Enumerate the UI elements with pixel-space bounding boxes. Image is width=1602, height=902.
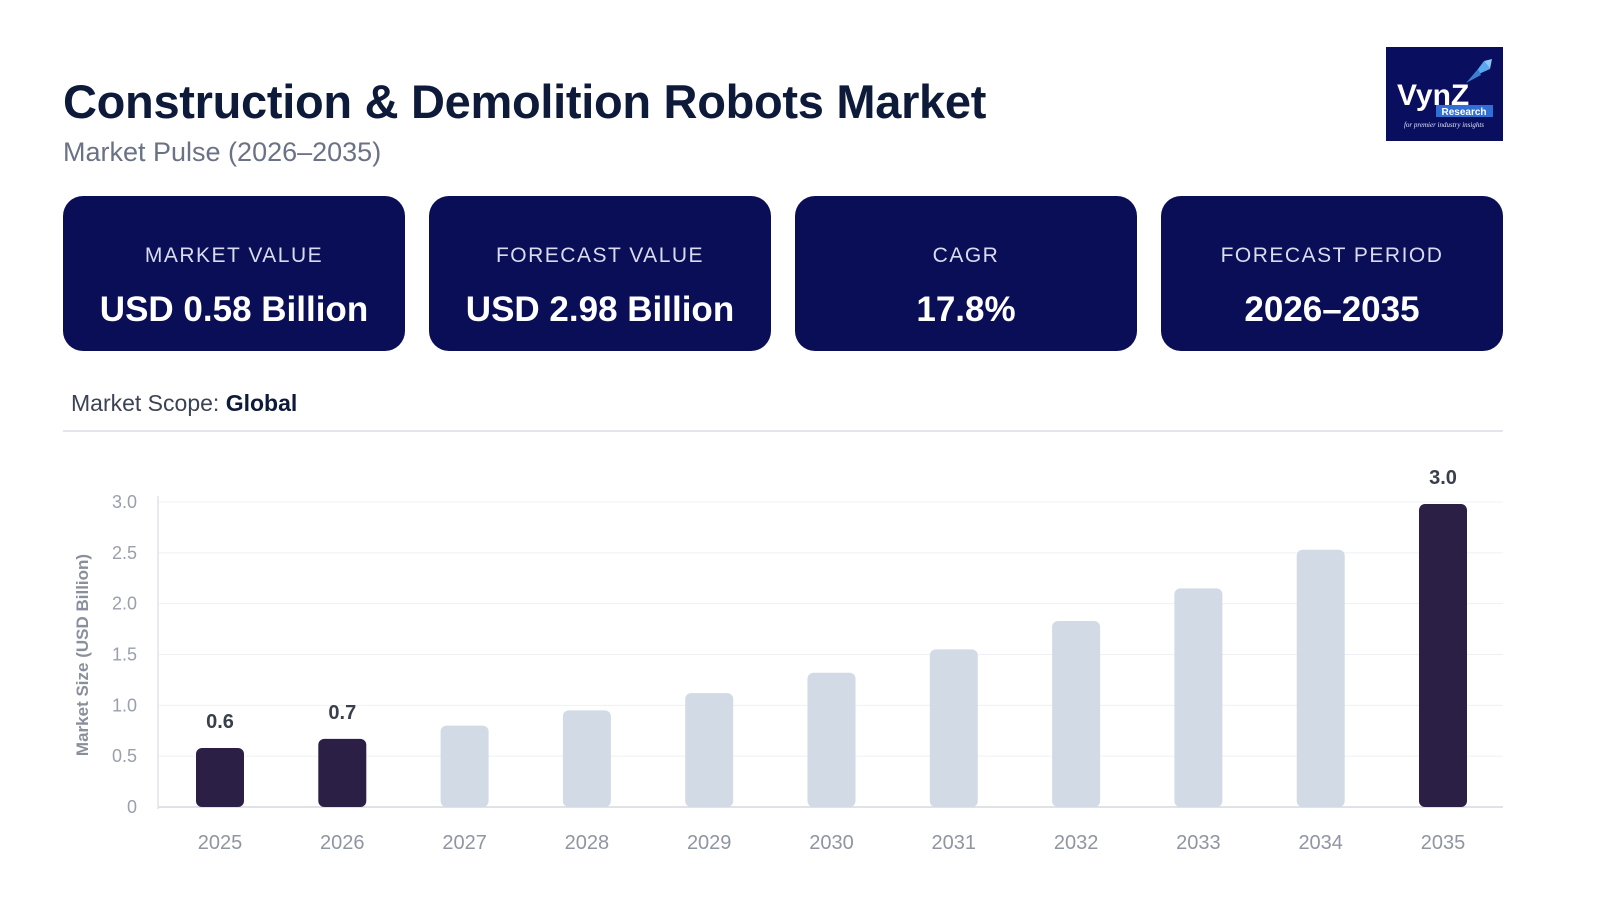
card-value: USD 0.58 Billion — [99, 290, 369, 329]
x-tick-label: 2026 — [320, 832, 365, 854]
x-tick-label: 2025 — [198, 832, 243, 854]
card-label: CAGR — [932, 244, 1000, 267]
bar-2028 — [562, 710, 611, 807]
x-tick-label: 2035 — [1421, 832, 1466, 854]
x-tick-label: 2033 — [1176, 832, 1221, 854]
scope-label: Market Scope: — [71, 390, 220, 416]
card-value: 2026–2035 — [1244, 290, 1420, 329]
bar-2030 — [807, 672, 856, 807]
y-tick-label: 1.0 — [112, 695, 137, 715]
x-tick-label: 2034 — [1298, 832, 1343, 854]
forecast-period-card: FORECAST PERIOD 2026–2035 — [1161, 196, 1503, 351]
market-value-card: MARKET VALUE USD 0.58 Billion — [63, 196, 405, 351]
kpi-cards: MARKET VALUE USD 0.58 Billion FORECAST V… — [63, 196, 1503, 351]
logo-tag: Research — [1441, 107, 1486, 118]
y-tick-label: 0 — [127, 797, 137, 817]
bar-2025 — [196, 748, 244, 807]
bar-2029 — [685, 693, 734, 807]
divider — [63, 430, 1503, 432]
x-tick-label: 2027 — [442, 832, 487, 854]
x-tick-label: 2030 — [809, 832, 854, 854]
card-label: MARKET VALUE — [144, 244, 324, 267]
x-tick-labels: 2025 2026 2027 2028 2029 2030 2031 2032 2033 2034… — [198, 832, 1466, 854]
bar-2032 — [1052, 620, 1101, 807]
y-tick-label: 2.0 — [112, 594, 137, 614]
card-label: FORECAST VALUE — [495, 244, 705, 267]
bar-2027 — [440, 725, 489, 807]
forecast-value-card: FORECAST VALUE USD 2.98 Billion — [429, 196, 771, 351]
y-tick-labels: 0 0.5 1.0 1.5 2.0 2.5 3.0 — [112, 492, 137, 817]
y-tick-label: 0.5 — [112, 746, 137, 766]
x-tick-label: 2029 — [687, 832, 732, 854]
vynz-logo: VynZ Research for premier industry insig… — [1386, 47, 1503, 141]
page-title: Construction & Demolition Robots Market — [63, 75, 987, 128]
data-label-2035: 3.0 — [1429, 467, 1457, 489]
y-tick-label: 1.5 — [112, 645, 137, 665]
bar-2033 — [1174, 588, 1223, 807]
page-subtitle: Market Pulse (2026–2035) — [63, 137, 382, 167]
bars — [196, 504, 1467, 807]
data-label-2026: 0.7 — [328, 702, 356, 724]
card-value: 17.8% — [916, 290, 1016, 329]
logo-tag-background — [1436, 105, 1493, 117]
cagr-card: CAGR 17.8% — [795, 196, 1137, 351]
x-tick-label: 2032 — [1054, 832, 1099, 854]
market-scope: Market Scope: Global — [71, 390, 297, 417]
y-tick-label: 2.5 — [112, 543, 137, 563]
data-label-2025: 0.6 — [206, 711, 234, 733]
bar-2031 — [929, 649, 978, 807]
x-tick-label: 2031 — [932, 832, 977, 854]
logo-tagline: for premier industry insights — [1404, 121, 1484, 129]
y-axis-title: Market Size (USD Billion) — [73, 554, 92, 756]
arrow-icon — [1466, 59, 1492, 83]
card-value: USD 2.98 Billion — [465, 290, 735, 329]
bar-2035 — [1419, 504, 1467, 807]
y-tick-label: 3.0 — [112, 492, 137, 512]
scope-value: Global — [225, 390, 298, 416]
logo-graphic: VynZ Research for premier industry insig… — [1397, 59, 1493, 129]
data-labels: 0.6 0.7 3.0 — [206, 467, 1457, 733]
bar-2026 — [318, 738, 367, 807]
bar-chart: 00.51.01.52.02.53.0 0.6 0.73.0 2025 2026 20… — [73, 467, 1503, 854]
bar-2034 — [1296, 549, 1345, 807]
x-tick-label: 2028 — [565, 832, 610, 854]
card-label: FORECAST PERIOD — [1220, 244, 1444, 267]
